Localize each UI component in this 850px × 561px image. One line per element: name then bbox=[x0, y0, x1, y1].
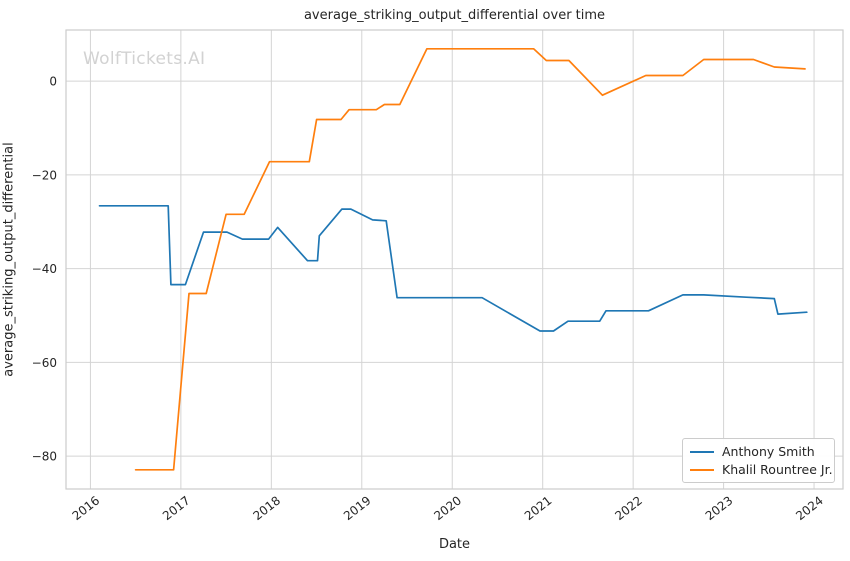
svg-text:−20: −20 bbox=[32, 168, 57, 182]
svg-text:2018: 2018 bbox=[250, 493, 283, 523]
svg-text:2024: 2024 bbox=[793, 493, 826, 523]
x-axis-label: Date bbox=[438, 537, 471, 552]
legend-line-swatch bbox=[690, 450, 714, 453]
legend: Anthony Smith Khalil Rountree Jr. bbox=[682, 438, 835, 483]
watermark-text: WolfTickets.AI bbox=[83, 49, 206, 69]
svg-text:2020: 2020 bbox=[431, 493, 464, 523]
svg-text:2019: 2019 bbox=[341, 493, 374, 523]
svg-text:2022: 2022 bbox=[612, 493, 645, 523]
svg-text:−80: −80 bbox=[32, 450, 57, 464]
svg-text:−40: −40 bbox=[32, 262, 57, 276]
svg-text:2016: 2016 bbox=[70, 493, 103, 523]
svg-text:2023: 2023 bbox=[703, 493, 736, 523]
svg-text:0: 0 bbox=[49, 75, 57, 89]
legend-entry-khalil-rountree-jr: Khalil Rountree Jr. bbox=[690, 462, 833, 477]
legend-label: Khalil Rountree Jr. bbox=[722, 462, 833, 477]
chart-title: average_striking_output_differential ove… bbox=[303, 8, 606, 23]
legend-entry-anthony-smith: Anthony Smith bbox=[690, 444, 826, 459]
y-axis-label: average_striking_output_differential bbox=[1, 142, 17, 377]
legend-label: Anthony Smith bbox=[722, 444, 815, 459]
svg-text:−60: −60 bbox=[32, 356, 57, 370]
svg-text:2021: 2021 bbox=[522, 493, 555, 523]
legend-line-swatch bbox=[690, 468, 714, 471]
svg-text:2017: 2017 bbox=[160, 493, 193, 523]
